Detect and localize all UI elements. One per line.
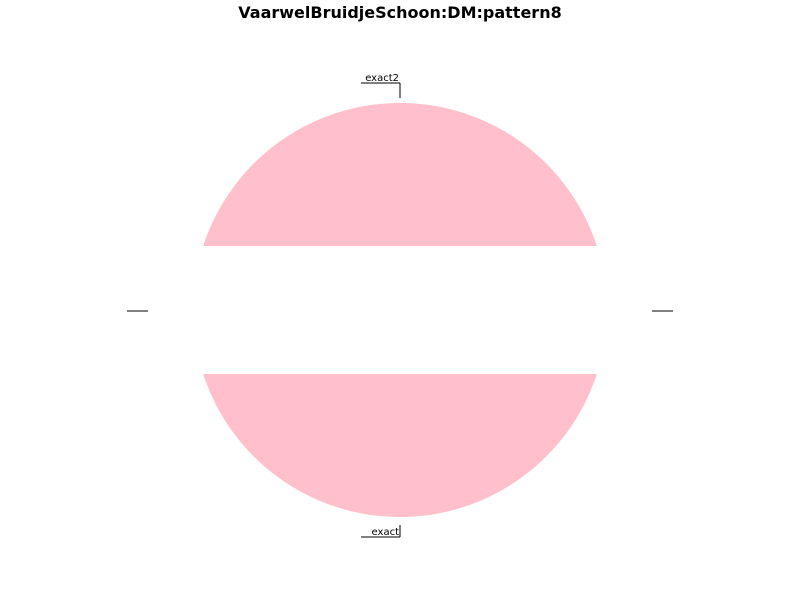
pie-slices-group [193,102,607,518]
pie-label-exact: exact [372,527,400,538]
pie-labels-group: exact2 exact [127,73,673,538]
pie-leader-exact2 [361,82,401,98]
pie-label-exact2: exact2 [365,73,399,84]
chart-title: VaarwelBruidjeSchoon:DM:pattern8 [238,3,562,22]
pie-leader-exact [361,525,401,538]
pie-slice-exact [203,373,597,518]
pie-slice-exact2 [203,102,597,247]
pie-slice-gap-3 [193,246,204,374]
pie-slice-gap-1 [596,246,607,374]
